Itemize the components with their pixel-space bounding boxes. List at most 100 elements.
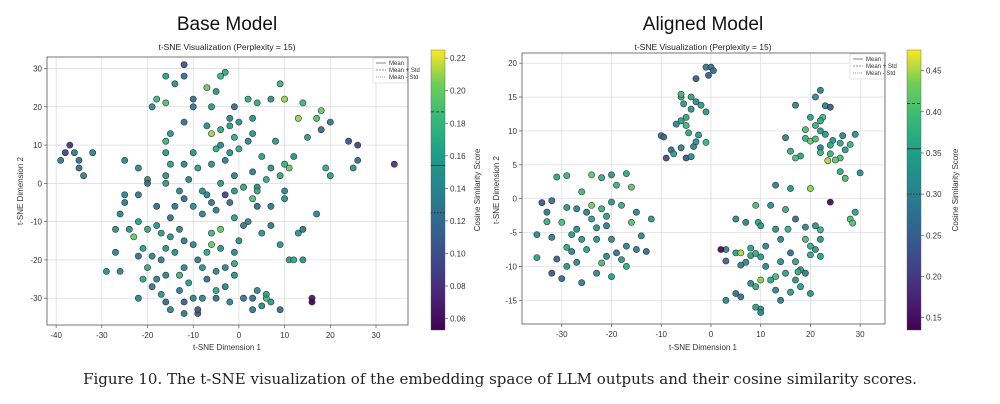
aligned-data-point [849,219,857,227]
aligned-data-point [623,262,630,270]
base-data-point [139,275,147,283]
base-data-point [134,164,142,172]
aligned-data-point [841,146,849,154]
base-data-point [217,72,224,80]
base-data-point [212,294,220,302]
aligned-ytick-label: 20 [508,59,517,68]
aligned-xtick-label: 20 [806,330,815,339]
base-data-point [281,187,288,195]
aligned-data-point [603,212,610,220]
base-colorbar: 0.06 0.08 0.10 0.12 0.14 0.16 0.18 0.20 0.22 Cos… [430,49,482,331]
base-data-point [130,233,138,241]
aligned-data-point [568,231,576,238]
aligned-legend: Mean Mean + Std Mean - Std [849,53,897,80]
aligned-data-point [737,293,745,301]
base-data-point [203,84,211,91]
aligned-data-point [851,208,859,216]
base-data-point [253,287,261,294]
aligned-data-point [777,296,784,304]
base-data-point [185,279,193,287]
base-data-point [189,95,197,103]
aligned-data-point [752,303,760,311]
aligned-data-point [841,174,849,182]
base-data-point [322,164,330,172]
base-colorbar-tick-label: 0.20 [450,87,466,96]
base-data-point [281,195,288,203]
aligned-data-point [812,222,819,230]
aligned-data-point [807,185,814,192]
base-data-point [390,160,398,168]
base-data-point [112,248,119,256]
aligned-data-point [588,171,595,179]
aligned-data-point [737,249,745,257]
base-data-point [217,225,224,233]
aligned-data-point [817,117,824,125]
aligned-data-point [563,243,571,251]
aligned-data-point [826,141,834,149]
aligned-data-point [826,198,834,206]
aligned-data-point [578,235,586,243]
aligned-data-point [613,249,620,257]
base-data-point [116,267,124,275]
base-data-point [230,103,238,111]
aligned-data-point [687,105,695,113]
base-data-point [217,126,224,134]
base-data-point [121,199,129,206]
base-ytick-label: 0 [38,179,43,188]
base-data-point [180,72,188,80]
aligned-data-point [637,232,645,240]
base-data-point [276,241,284,248]
aligned-data-point [807,290,814,297]
base-data-point [262,176,270,183]
aligned-data-point [752,201,760,209]
aligned-colorbar-tick-label: 0.15 [926,314,942,323]
base-data-point [180,237,188,245]
base-colorbar-ticks: 0.06 0.08 0.10 0.12 0.14 0.16 0.18 0.20 0.22 [431,54,466,324]
base-data-point [180,195,188,203]
aligned-data-point [563,262,571,270]
base-data-point [203,191,211,199]
aligned-data-point [826,103,834,111]
aligned-data-point [677,90,685,98]
base-data-point [267,298,275,306]
base-data-point [103,267,110,275]
aligned-colorbar-ticks: 0.15 0.20 0.25 0.30 0.35 0.40 0.45 [907,67,942,323]
aligned-data-point [548,269,556,277]
aligned-data-point [817,149,824,156]
base-xtick-label: -30 [96,331,108,340]
base-points [57,61,398,317]
aligned-data-point [812,93,819,101]
base-data-point [354,156,362,164]
base-data-point [281,160,288,168]
base-data-point [345,137,352,145]
base-data-point [221,156,229,164]
aligned-data-point [782,134,789,142]
base-ytick-label: 20 [33,103,42,112]
aligned-data-point [573,258,581,266]
aligned-data-point [784,225,792,233]
aligned-data-point [752,283,760,291]
base-data-point [194,164,202,172]
aligned-data-point [817,127,824,135]
aligned-data-point [802,223,809,231]
aligned-data-point [553,255,561,263]
aligned-data-point [787,249,794,257]
base-data-point [226,122,234,130]
aligned-data-point [787,288,794,296]
aligned-data-point [697,101,705,109]
base-data-point [290,153,298,160]
aligned-data-point [702,108,710,116]
aligned-data-point [682,114,690,121]
aligned-legend-minus: Mean - Std [866,71,895,77]
aligned-points [533,63,864,316]
aligned-data-point [772,225,779,233]
base-data-point [185,176,193,183]
base-ytick-label: -30 [30,294,42,303]
base-data-point [244,218,252,225]
base-data-point [189,149,197,157]
base-data-point [276,306,284,314]
base-data-point [244,95,252,103]
base-model-subtitle: t-SNE Visualization (Perplexity = 15) [158,42,295,52]
aligned-grid [522,53,885,324]
aligned-data-point [593,235,600,243]
